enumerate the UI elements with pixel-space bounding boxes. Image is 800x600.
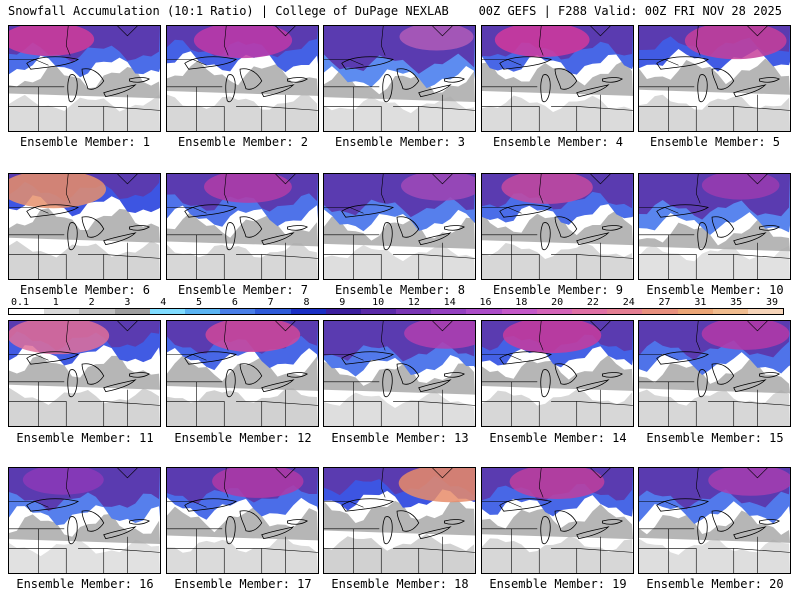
colorbar-tick-label: 24 <box>622 297 635 308</box>
ensemble-member-label: Ensemble Member: 17 <box>174 577 312 591</box>
ensemble-member-label: Ensemble Member: 7 <box>177 283 309 297</box>
colorbar-swatch <box>712 309 748 314</box>
colorbar-tick-label: 20 <box>551 297 564 308</box>
ensemble-member-label: Ensemble Member: 10 <box>646 283 784 297</box>
ensemble-member-map <box>481 320 634 427</box>
ensemble-member-map <box>166 173 319 280</box>
ensemble-member-map <box>8 467 161 574</box>
ensemble-member-map <box>481 25 634 132</box>
colorbar-swatch <box>44 309 80 314</box>
colorbar-tick-label: 31 <box>694 297 707 308</box>
colorbar-swatch <box>79 309 115 314</box>
ensemble-member-label: Ensemble Member: 16 <box>16 577 154 591</box>
colorbar-swatch <box>572 309 608 314</box>
colorbar-tick-label: 16 <box>479 297 492 308</box>
header: Snowfall Accumulation (10:1 Ratio) | Col… <box>0 0 800 22</box>
colorbar-swatches <box>8 308 784 315</box>
ensemble-member-label: Ensemble Member: 13 <box>331 431 469 445</box>
colorbar-tick-label: 5 <box>196 297 203 308</box>
ensemble-member-map <box>323 467 476 574</box>
run-info: 00Z GEFS | F288 Valid: 00Z FRI NOV 28 20… <box>478 4 782 18</box>
colorbar-swatch <box>114 309 150 314</box>
colorbar-swatch <box>290 309 326 314</box>
colorbar-tick-label: 27 <box>658 297 671 308</box>
ensemble-member-map <box>8 320 161 427</box>
ensemble-member-map <box>8 173 161 280</box>
ensemble-member-map <box>166 25 319 132</box>
ensemble-member-label: Ensemble Member: 14 <box>489 431 627 445</box>
colorbar-swatch <box>677 309 713 314</box>
ensemble-member-label: Ensemble Member: 11 <box>16 431 154 445</box>
ensemble-member-map <box>638 320 791 427</box>
colorbar-tick-label: 35 <box>730 297 743 308</box>
colorbar-tick-label: 3 <box>124 297 131 308</box>
ensemble-member-label: Ensemble Member: 3 <box>334 135 466 149</box>
snowfall-colorbar: 0.1 1 2 3 4 5 6 7 8 9 10 12 14 16 18 20 22 24 27 31 35 39 <box>8 297 784 317</box>
colorbar-tick-label: 14 <box>443 297 456 308</box>
ensemble-member-label: Ensemble Member: 5 <box>649 135 781 149</box>
colorbar-swatch <box>747 309 784 314</box>
ensemble-member-label: Ensemble Member: 8 <box>334 283 466 297</box>
colorbar-tick-label: 1 <box>52 297 59 308</box>
ensemble-member-map <box>166 320 319 427</box>
colorbar-tick-label: 0.1 <box>10 297 30 308</box>
ensemble-member-label: Ensemble Member: 6 <box>19 283 151 297</box>
colorbar-swatch <box>220 309 256 314</box>
colorbar-tick-label: 2 <box>88 297 95 308</box>
colorbar-swatch <box>642 309 678 314</box>
ensemble-member-map <box>481 467 634 574</box>
ensemble-member-label: Ensemble Member: 2 <box>177 135 309 149</box>
ensemble-member-label: Ensemble Member: 1 <box>19 135 151 149</box>
ensemble-member-label: Ensemble Member: 4 <box>492 135 624 149</box>
colorbar-swatch <box>325 309 361 314</box>
ensemble-member-label: Ensemble Member: 19 <box>489 577 627 591</box>
ensemble-member-label: Ensemble Member: 18 <box>331 577 469 591</box>
colorbar-tick-label: 39 <box>765 297 779 308</box>
colorbar-swatch <box>360 309 397 314</box>
colorbar-swatch <box>184 309 221 314</box>
colorbar-swatch <box>9 309 45 314</box>
colorbar-tick-label: 6 <box>231 297 238 308</box>
ensemble-member-map <box>481 173 634 280</box>
product-title: Snowfall Accumulation (10:1 Ratio) | Col… <box>8 4 449 18</box>
ensemble-member-map <box>8 25 161 132</box>
ensemble-member-map <box>166 467 319 574</box>
ensemble-member-map <box>638 25 791 132</box>
colorbar-swatch <box>607 309 643 314</box>
colorbar-swatch <box>431 309 467 314</box>
ensemble-member-label: Ensemble Member: 9 <box>492 283 624 297</box>
ensemble-member-label: Ensemble Member: 20 <box>646 577 784 591</box>
colorbar-swatch <box>501 309 537 314</box>
colorbar-swatch <box>255 309 291 314</box>
colorbar-tick-label: 12 <box>407 297 420 308</box>
colorbar-swatch <box>396 309 432 314</box>
colorbar-ticks: 0.1 1 2 3 4 5 6 7 8 9 10 12 14 16 18 20 22 24 27 31 35 39 <box>8 297 784 308</box>
ensemble-member-label: Ensemble Member: 15 <box>646 431 784 445</box>
ensemble-member-map <box>638 173 791 280</box>
ensemble-member-map <box>323 25 476 132</box>
ensemble-member-map <box>323 320 476 427</box>
colorbar-swatch <box>466 309 502 314</box>
colorbar-tick-label: 10 <box>372 297 385 308</box>
colorbar-tick-label: 4 <box>160 297 167 308</box>
ensemble-member-map <box>638 467 791 574</box>
colorbar-swatch <box>149 309 185 314</box>
colorbar-tick-label: 22 <box>586 297 599 308</box>
ensemble-member-label: Ensemble Member: 12 <box>174 431 312 445</box>
colorbar-swatch <box>536 309 572 314</box>
colorbar-tick-label: 7 <box>267 297 274 308</box>
colorbar-tick-label: 8 <box>303 297 310 308</box>
ensemble-member-map <box>323 173 476 280</box>
colorbar-tick-label: 18 <box>515 297 528 308</box>
colorbar-tick-label: 9 <box>339 297 346 308</box>
